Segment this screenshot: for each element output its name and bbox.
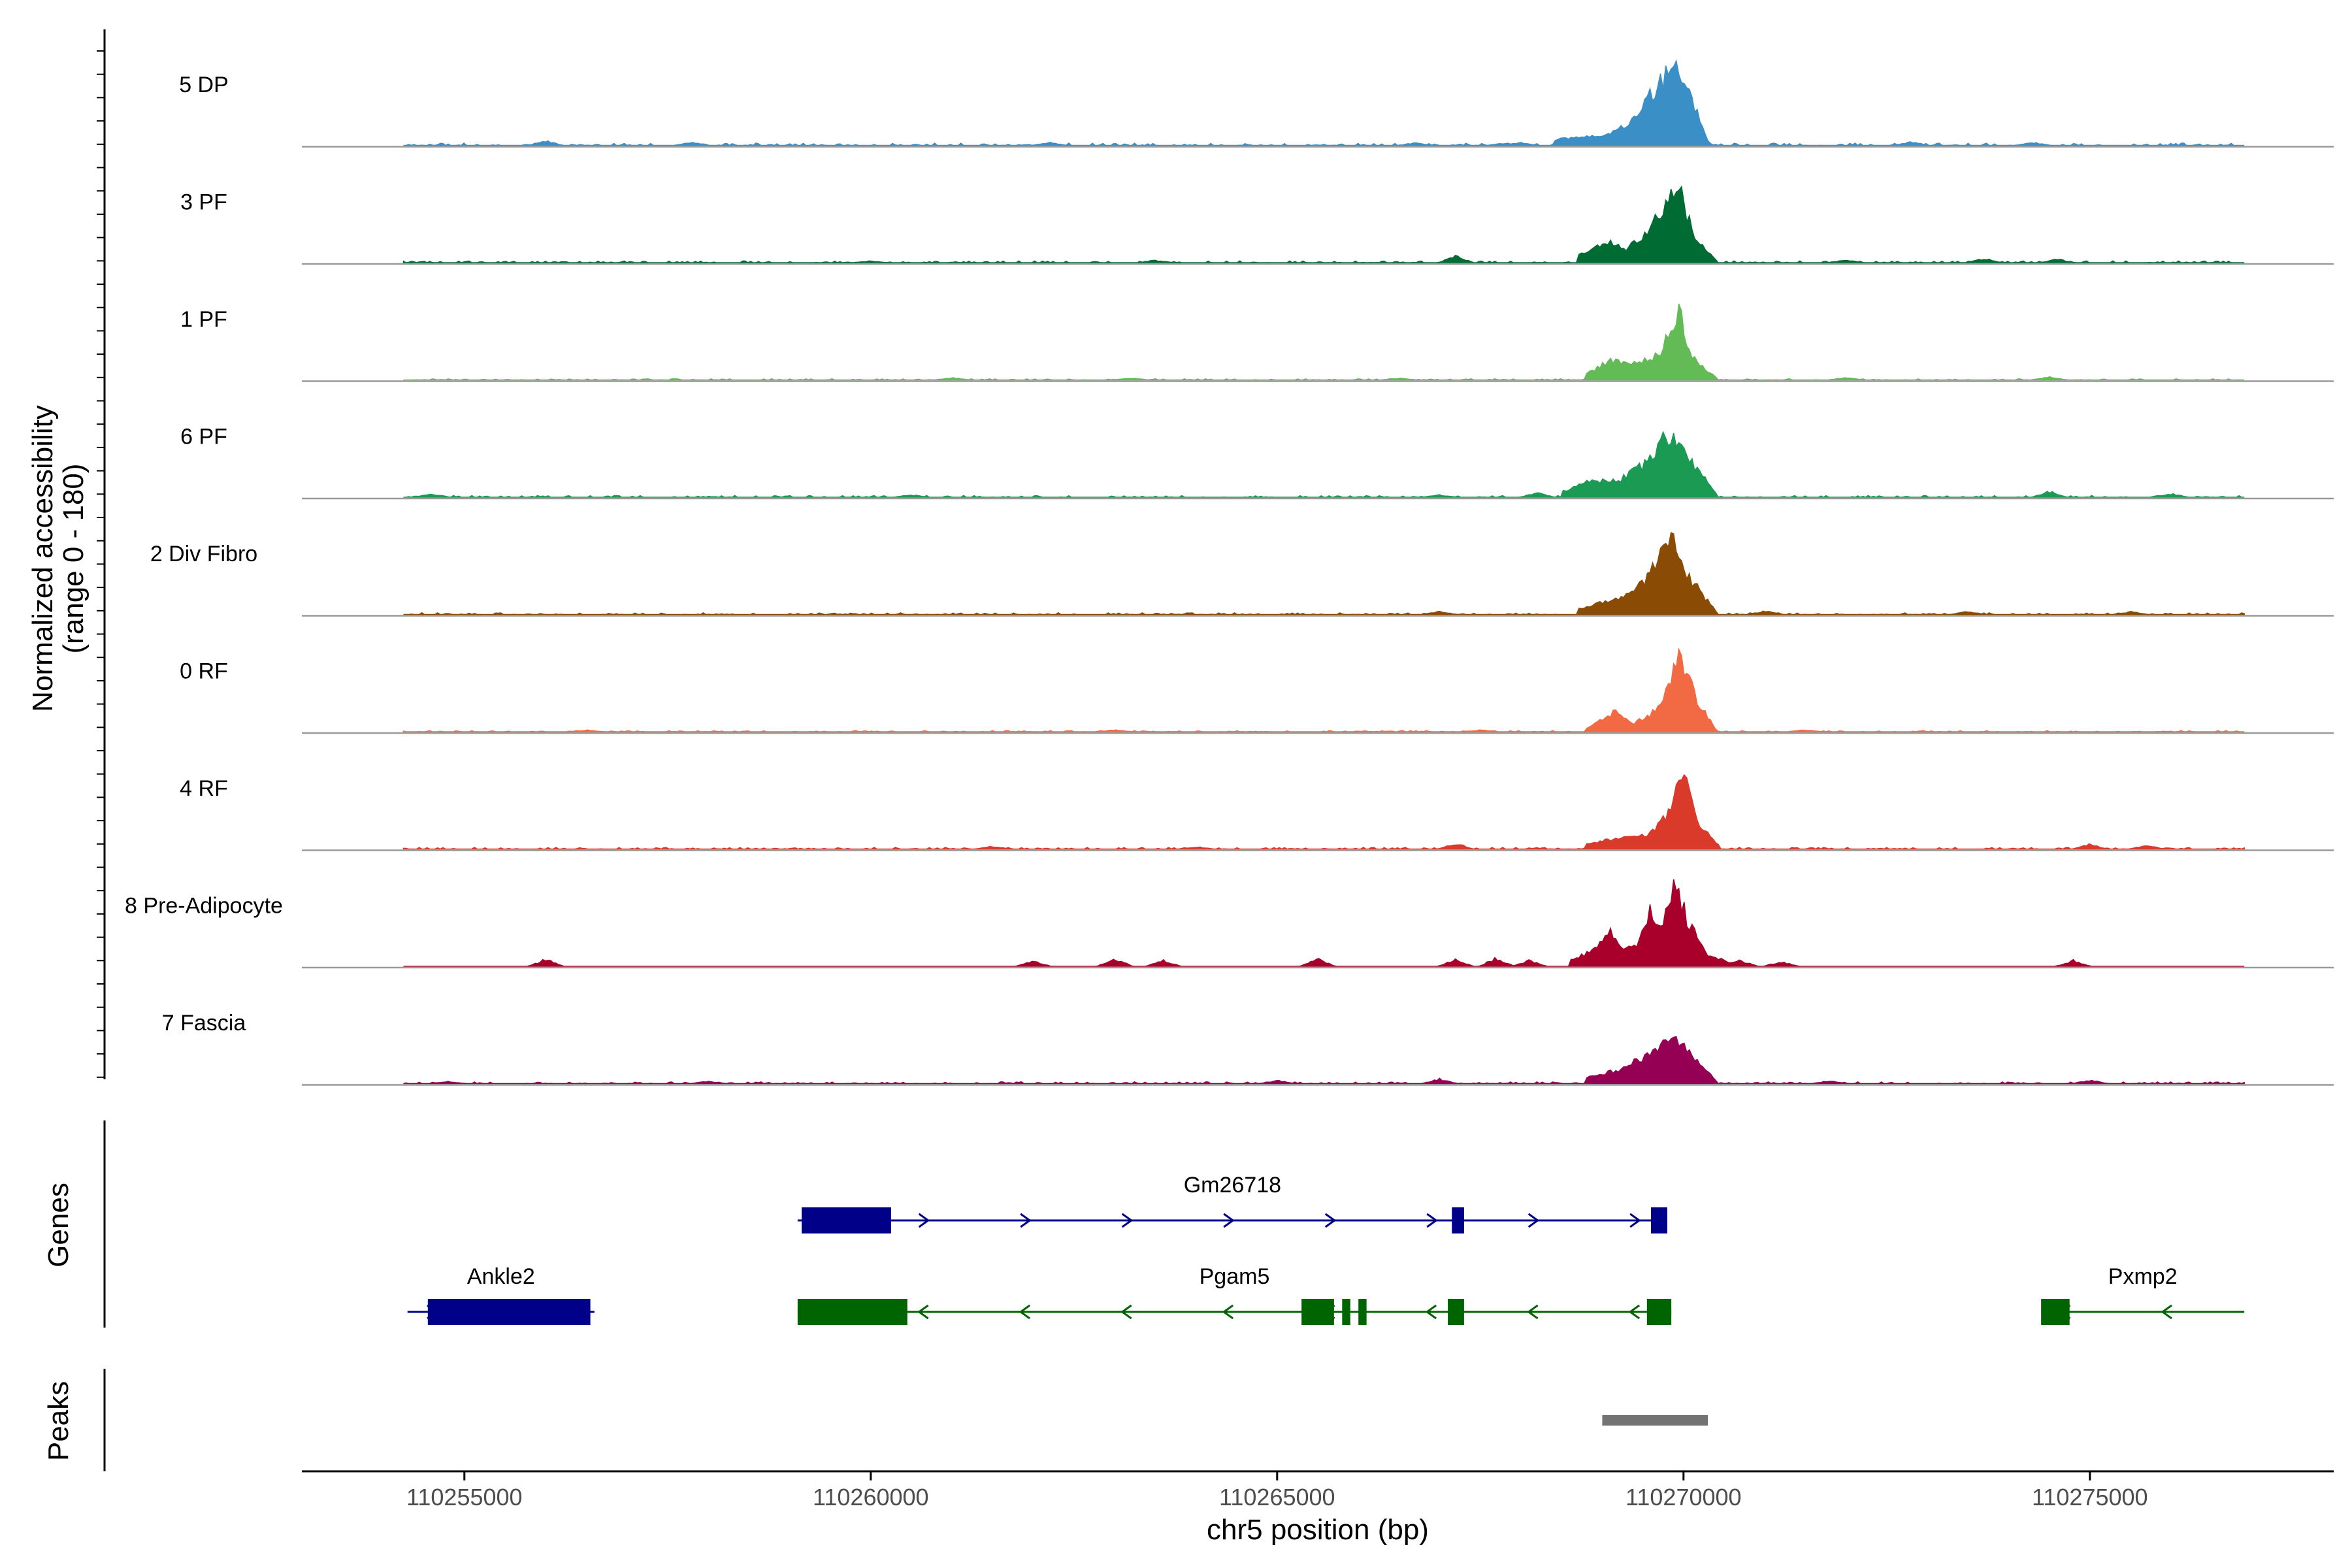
strand-arrow-icon <box>1222 1304 1234 1320</box>
peaks-panel-label: Peaks <box>42 1381 74 1461</box>
track-area-8 <box>403 879 2245 967</box>
strand-arrow-icon <box>1020 1213 1032 1228</box>
x-axis-title: chr5 position (bp) <box>1207 1514 1429 1546</box>
track-area-5 <box>403 532 2245 615</box>
track-1: 5 DP <box>179 59 2334 148</box>
track-label: 5 DP <box>179 73 229 97</box>
coverage-tracks: 5 DP 3 PF 1 PF 6 PF 2 Div Fibro 0 RF 4 RF 8 Pre… <box>125 59 2334 1086</box>
exon-block <box>802 1207 891 1233</box>
track-label: 7 Fascia <box>162 1011 246 1036</box>
exon-block <box>1646 1299 1672 1325</box>
track-label: 6 PF <box>180 425 227 449</box>
x-tick-label: 110260000 <box>813 1484 929 1511</box>
strand-arrow-icon <box>1120 1304 1132 1320</box>
y-axis-title-line2: (range 0 - 180) <box>57 463 90 653</box>
track-5: 2 Div Fibro <box>150 532 2334 617</box>
exon-block <box>797 1299 907 1325</box>
exon-block <box>1452 1207 1464 1233</box>
coverage-y-ticks <box>97 50 105 1078</box>
exon-block <box>1301 1299 1334 1325</box>
track-area-7 <box>402 774 2245 850</box>
exon-block <box>1651 1207 1667 1233</box>
exon-block <box>1448 1299 1464 1325</box>
track-label: 2 Div Fibro <box>150 542 257 566</box>
gene-label: Pxmp2 <box>2108 1264 2178 1289</box>
gene-ankle2: Ankle2 <box>407 1264 595 1325</box>
strand-arrow-icon <box>1527 1213 1540 1228</box>
strand-arrow-icon <box>917 1304 929 1320</box>
track-area-6 <box>402 647 2245 732</box>
track-area-1 <box>403 59 2245 146</box>
y-axis-title-line1: Normalized accessibility <box>27 405 59 711</box>
x-tick-label: 110255000 <box>406 1484 523 1511</box>
track-area-4 <box>403 431 2245 498</box>
strand-arrow-icon <box>2161 1304 2172 1320</box>
x-tick-label: 110265000 <box>1219 1484 1335 1511</box>
gene-pgam5: Pgam5 <box>797 1264 1672 1325</box>
strand-arrow-icon <box>1527 1304 1539 1320</box>
x-tick-label: 110270000 <box>1625 1484 1742 1511</box>
strand-arrow-icon <box>1019 1304 1031 1320</box>
exon-block <box>1342 1299 1350 1325</box>
strand-arrow-icon <box>1425 1304 1437 1320</box>
strand-arrow-icon <box>918 1213 930 1228</box>
strand-arrow-icon <box>1629 1213 1641 1228</box>
gene-gm26718: Gm26718 <box>797 1173 1667 1233</box>
peak-bar <box>1602 1415 1708 1426</box>
track-8: 8 Pre-Adipocyte <box>125 879 2334 969</box>
strand-arrow-icon <box>1223 1213 1235 1228</box>
gene-label: Ankle2 <box>467 1264 535 1289</box>
track-area-9 <box>403 1036 2245 1085</box>
track-label: 0 RF <box>180 659 228 684</box>
strand-arrow-icon <box>1121 1213 1134 1228</box>
track-3: 1 PF <box>180 303 2334 382</box>
gene-pxmp2: Pxmp2 <box>2041 1264 2245 1325</box>
track-label: 4 RF <box>180 776 228 801</box>
peaks-panel <box>1602 1415 1708 1426</box>
track-7: 4 RF <box>180 774 2334 851</box>
track-9: 7 Fascia <box>162 1011 2334 1086</box>
track-label: 3 PF <box>180 190 227 215</box>
gene-label: Pgam5 <box>1200 1264 1270 1289</box>
strand-arrow-icon <box>1628 1304 1641 1320</box>
track-label: 1 PF <box>180 307 227 332</box>
genes-panel-label: Genes <box>42 1183 74 1267</box>
strand-arrow-icon <box>1324 1213 1337 1228</box>
genes-panel: Gm26718 Ankle2 Pgam5 Pxmp2 <box>407 1173 2245 1325</box>
strand-arrow-icon <box>1426 1213 1438 1228</box>
exon-block <box>2041 1299 2070 1325</box>
track-area-2 <box>402 185 2245 263</box>
exon-block <box>1358 1299 1367 1325</box>
track-area-3 <box>403 303 2245 381</box>
exon-block <box>427 1299 591 1325</box>
x-axis-ticks: 110255000 110260000 110265000 110270000 1102… <box>406 1471 2148 1511</box>
track-4: 6 PF <box>180 425 2334 500</box>
track-2: 3 PF <box>180 185 2334 265</box>
gene-label: Gm26718 <box>1184 1173 1281 1198</box>
track-6: 0 RF <box>180 647 2334 734</box>
x-tick-label: 110275000 <box>2032 1484 2148 1511</box>
track-label: 8 Pre-Adipocyte <box>125 894 283 919</box>
